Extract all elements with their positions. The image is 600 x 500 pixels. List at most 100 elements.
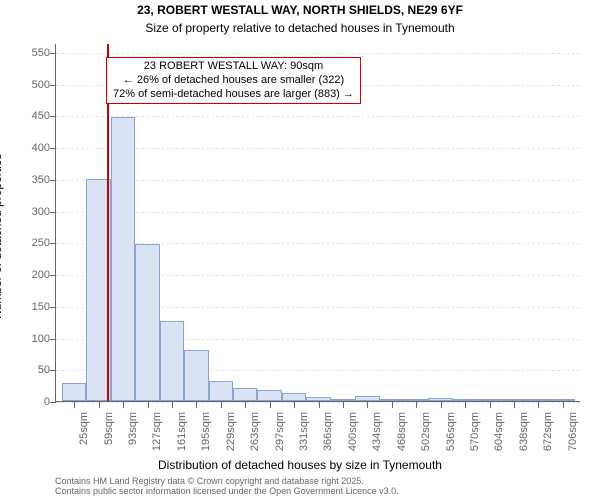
xtick-mark bbox=[74, 402, 75, 408]
xtick-label: 536sqm bbox=[445, 412, 457, 451]
ytick-label: 300 bbox=[22, 206, 50, 218]
histogram-bar bbox=[306, 397, 330, 401]
xtick-label: 331sqm bbox=[298, 412, 310, 451]
annotation-line: 23 ROBERT WESTALL WAY: 90sqm bbox=[113, 60, 354, 74]
footer-attribution: Contains HM Land Registry data © Crown c… bbox=[55, 476, 399, 497]
ytick-label: 200 bbox=[22, 269, 50, 281]
gridline bbox=[56, 53, 580, 54]
xtick-label: 25sqm bbox=[78, 412, 90, 445]
xtick-label: 434sqm bbox=[371, 412, 383, 451]
xtick-mark bbox=[172, 402, 173, 408]
xtick-mark bbox=[416, 402, 417, 408]
histogram-bar bbox=[135, 244, 159, 401]
histogram-bar bbox=[355, 396, 379, 401]
xtick-mark bbox=[148, 402, 149, 408]
ytick-label: 450 bbox=[22, 110, 50, 122]
histogram-bar bbox=[502, 399, 526, 401]
histogram-bar bbox=[62, 383, 86, 401]
ytick-mark bbox=[50, 402, 56, 403]
xtick-label: 59sqm bbox=[103, 412, 115, 445]
ytick-mark bbox=[50, 275, 56, 276]
xtick-mark bbox=[563, 402, 564, 408]
xtick-mark bbox=[123, 402, 124, 408]
annotation-line: ← 26% of detached houses are smaller (32… bbox=[113, 74, 354, 88]
ytick-label: 500 bbox=[22, 79, 50, 91]
xtick-mark bbox=[245, 402, 246, 408]
histogram-bar bbox=[526, 399, 550, 401]
ytick-mark bbox=[50, 180, 56, 181]
annotation-line: 72% of semi-detached houses are larger (… bbox=[113, 88, 354, 102]
xtick-mark bbox=[270, 402, 271, 408]
xtick-label: 229sqm bbox=[225, 412, 237, 451]
ytick-label: 350 bbox=[22, 174, 50, 186]
chart-subtitle: Size of property relative to detached ho… bbox=[0, 21, 600, 35]
x-axis-label: Distribution of detached houses by size … bbox=[0, 458, 600, 472]
ytick-label: 250 bbox=[22, 237, 50, 249]
ytick-label: 50 bbox=[22, 364, 50, 376]
histogram-bar bbox=[184, 350, 208, 401]
xtick-label: 263sqm bbox=[249, 412, 261, 451]
histogram-bar bbox=[209, 381, 233, 401]
xtick-mark bbox=[538, 402, 539, 408]
histogram-bar bbox=[404, 399, 428, 401]
ytick-label: 100 bbox=[22, 333, 50, 345]
xtick-mark bbox=[319, 402, 320, 408]
plot-area: 05010015020025030035040045050055025sqm59… bbox=[55, 44, 580, 402]
xtick-label: 570sqm bbox=[469, 412, 481, 451]
footer-line: Contains HM Land Registry data © Crown c… bbox=[55, 476, 399, 486]
xtick-label: 297sqm bbox=[274, 412, 286, 451]
xtick-mark bbox=[99, 402, 100, 408]
xtick-label: 127sqm bbox=[152, 412, 164, 451]
chart-root: 23, ROBERT WESTALL WAY, NORTH SHIELDS, N… bbox=[0, 0, 600, 500]
chart-title: 23, ROBERT WESTALL WAY, NORTH SHIELDS, N… bbox=[0, 3, 600, 17]
xtick-label: 195sqm bbox=[200, 412, 212, 451]
ytick-mark bbox=[50, 148, 56, 149]
histogram-bar bbox=[428, 398, 452, 401]
histogram-bar bbox=[380, 399, 404, 401]
ytick-mark bbox=[50, 243, 56, 244]
xtick-label: 502sqm bbox=[420, 412, 432, 451]
ytick-mark bbox=[50, 85, 56, 86]
histogram-bar bbox=[477, 399, 501, 401]
y-axis-label: Number of detached properties bbox=[0, 153, 4, 318]
xtick-label: 93sqm bbox=[127, 412, 139, 445]
xtick-label: 638sqm bbox=[518, 412, 530, 451]
xtick-mark bbox=[221, 402, 222, 408]
histogram-bar bbox=[551, 399, 575, 401]
histogram-bar bbox=[282, 393, 306, 401]
xtick-mark bbox=[367, 402, 368, 408]
xtick-mark bbox=[441, 402, 442, 408]
annotation-box: 23 ROBERT WESTALL WAY: 90sqm← 26% of det… bbox=[106, 57, 361, 104]
ytick-label: 0 bbox=[22, 396, 50, 408]
histogram-bar bbox=[233, 388, 257, 401]
xtick-mark bbox=[294, 402, 295, 408]
ytick-mark bbox=[50, 339, 56, 340]
ytick-mark bbox=[50, 370, 56, 371]
xtick-mark bbox=[465, 402, 466, 408]
histogram-bar bbox=[111, 117, 135, 401]
ytick-label: 400 bbox=[22, 142, 50, 154]
xtick-mark bbox=[514, 402, 515, 408]
histogram-bar bbox=[331, 399, 355, 401]
histogram-bar bbox=[453, 399, 477, 401]
ytick-label: 550 bbox=[22, 47, 50, 59]
xtick-label: 400sqm bbox=[347, 412, 359, 451]
xtick-mark bbox=[490, 402, 491, 408]
xtick-mark bbox=[343, 402, 344, 408]
xtick-mark bbox=[196, 402, 197, 408]
xtick-label: 366sqm bbox=[323, 412, 335, 451]
xtick-label: 706sqm bbox=[567, 412, 579, 451]
xtick-label: 468sqm bbox=[396, 412, 408, 451]
xtick-label: 161sqm bbox=[176, 412, 188, 451]
ytick-mark bbox=[50, 307, 56, 308]
footer-line: Contains public sector information licen… bbox=[55, 486, 399, 496]
ytick-mark bbox=[50, 53, 56, 54]
xtick-mark bbox=[392, 402, 393, 408]
xtick-label: 672sqm bbox=[542, 412, 554, 451]
ytick-mark bbox=[50, 116, 56, 117]
histogram-bar bbox=[160, 321, 184, 401]
histogram-bar bbox=[257, 390, 281, 401]
xtick-label: 604sqm bbox=[494, 412, 506, 451]
ytick-mark bbox=[50, 212, 56, 213]
ytick-label: 150 bbox=[22, 301, 50, 313]
